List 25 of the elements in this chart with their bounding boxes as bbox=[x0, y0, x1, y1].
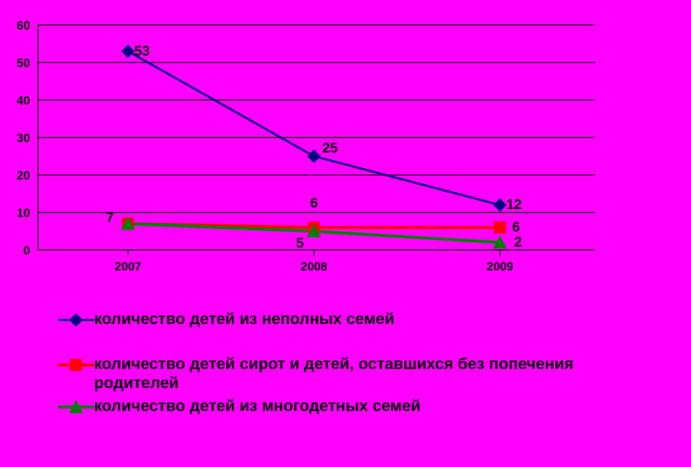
y-tick-label: 10 bbox=[16, 206, 30, 220]
point bbox=[494, 222, 506, 234]
x-tick-label: 2009 bbox=[486, 260, 514, 274]
legend-label: количество детей из многодетных семей bbox=[94, 397, 421, 416]
data-label: 25 bbox=[322, 139, 338, 156]
data-label: 2 bbox=[514, 234, 522, 250]
point bbox=[307, 224, 321, 238]
data-label: 53 bbox=[134, 42, 150, 58]
data-label: 6 bbox=[512, 218, 520, 234]
x-tick-label: 2008 bbox=[300, 260, 328, 274]
y-tick-label: 50 bbox=[16, 56, 30, 70]
data-label: 6 bbox=[310, 194, 318, 210]
x-tick-label: 2007 bbox=[114, 260, 142, 274]
y-tick-label: 20 bbox=[16, 168, 30, 182]
point bbox=[122, 44, 134, 58]
data-label: 5 bbox=[296, 234, 304, 250]
point bbox=[494, 198, 506, 212]
point bbox=[308, 150, 320, 163]
legend-label: количество детей из неполных семей bbox=[94, 310, 394, 329]
y-tick-label: 60 bbox=[16, 18, 30, 32]
y-tick-label: 0 bbox=[23, 243, 30, 258]
data-label: 12 bbox=[506, 196, 522, 212]
point bbox=[493, 236, 507, 248]
y-tick-label: 40 bbox=[16, 93, 30, 108]
y-tick-label: 30 bbox=[16, 130, 30, 145]
